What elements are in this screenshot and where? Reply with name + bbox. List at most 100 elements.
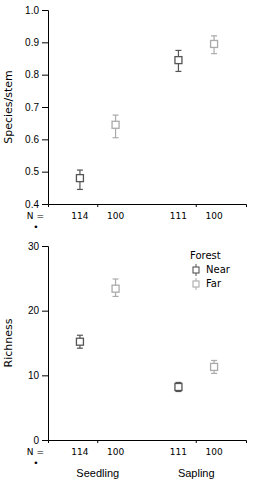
n-count: 100 [205,211,222,221]
x-tick-label: Sapling [178,467,215,479]
error-cap-high [211,360,217,361]
panel: 0.4 0.5 0.6 0.7 0.8 0.9 1.0 Species/stem N = 114 1… [2,5,247,232]
n-count: 114 [71,447,88,457]
x-tick-mark [97,440,98,443]
y-tick-label: 30 [28,241,40,252]
marks [76,36,217,190]
error-cap-low [77,348,83,349]
n-count: 100 [205,447,222,457]
legend-swatch [193,267,199,273]
marks [76,279,217,392]
legend-label: Near [206,264,231,275]
y-tick-label: 0.8 [25,69,39,80]
error-cap-low [175,71,181,72]
x-tick-label: Seedling [76,467,119,479]
point [175,383,182,390]
y-tick-mark [42,10,48,11]
y-tick: 30 [28,241,48,252]
x-tick-mark [196,440,197,443]
y-tick-label: 10 [28,370,40,381]
y-tick: 0.8 [25,69,48,80]
legend-swatch [193,281,199,287]
y-tick-mark [42,42,48,43]
y-tick-label: 0.9 [25,37,39,48]
y-tick: 10 [28,370,48,381]
n-label: N = [27,447,44,457]
n-count: 111 [170,211,187,221]
x-tick: Sapling [178,440,215,479]
y-tick: 0 [33,435,48,446]
y-tick-mark [42,172,48,173]
error-cap-high [113,278,119,279]
y-tick-label: 1.0 [25,5,39,16]
point [76,338,83,345]
y-tick: 0.4 [25,199,48,210]
error-cap-high [77,169,83,170]
legend-label: Far [206,278,222,289]
y-axis-title: Richness [2,318,15,367]
y-tick-mark [42,440,48,441]
point [76,175,83,182]
x-axis-line [49,441,247,444]
error-cap-high [113,114,119,115]
error-cap-low [77,189,83,190]
y-axis-line [42,11,49,205]
y-tick-label: 0.7 [25,102,39,113]
y-tick: 20 [28,305,48,316]
y-tick-mark [42,75,48,76]
y-tick-mark [42,204,48,205]
y-tick: 0.6 [25,134,48,145]
error-cap-low [113,137,119,138]
point [211,40,218,47]
x-axis-line [49,205,247,208]
n-count: 114 [71,211,88,221]
point [211,363,218,370]
x-tick [97,204,98,207]
y-axis-title: Species/stem [2,70,15,144]
n-count: 100 [107,211,124,221]
error-cap-low [211,53,217,54]
error-cap-high [211,35,217,36]
y-tick-mark [42,375,48,376]
y-tick: 1.0 [25,5,48,16]
error-cap-low [113,296,119,297]
y-axis: 0 10 20 30 [28,241,49,446]
legend-title: Forest [190,250,221,261]
chart: 0.4 0.5 0.6 0.7 0.8 0.9 1.0 Species/stem N = 114 1… [0,0,254,490]
series [76,50,182,189]
y-tick-label: 0.5 [25,166,39,177]
y-tick-mark [42,311,48,312]
n-label: N = [27,211,44,221]
y-tick-label: 20 [28,305,40,316]
y-tick-label: 0.6 [25,134,39,145]
y-tick-mark [42,139,48,140]
y-tick: 0.9 [25,37,48,48]
x-tick-mark [97,204,98,207]
y-tick-mark [42,107,48,108]
x-tick [196,204,197,207]
y-tick: 0.5 [25,166,48,177]
x-tick: Seedling [76,440,119,479]
error-cap-low [211,373,217,374]
point [175,57,182,64]
y-tick-mark [42,246,48,247]
y-tick-label: 0.4 [25,199,39,210]
annotation: • [33,222,38,232]
x-tick-mark [196,204,197,207]
point [112,285,119,292]
series [112,279,218,373]
series [76,335,182,391]
point [112,121,119,128]
n-count: 100 [107,447,124,457]
legend: Forest Near Far [190,250,231,290]
y-axis: 0.4 0.5 0.6 0.7 0.8 0.9 1.0 [25,5,48,210]
y-tick: 0.7 [25,102,48,113]
series [112,36,218,138]
n-count: 111 [170,447,187,457]
x-axis: Seedling Sapling [49,440,247,479]
y-axis-line [42,247,49,441]
y-tick-label: 0 [33,435,39,446]
error-cap-high [77,335,83,336]
panel: 0 10 20 30 Richness Seedling Sapling N = 114 111 1… [2,241,247,479]
error-cap-high [175,50,181,51]
